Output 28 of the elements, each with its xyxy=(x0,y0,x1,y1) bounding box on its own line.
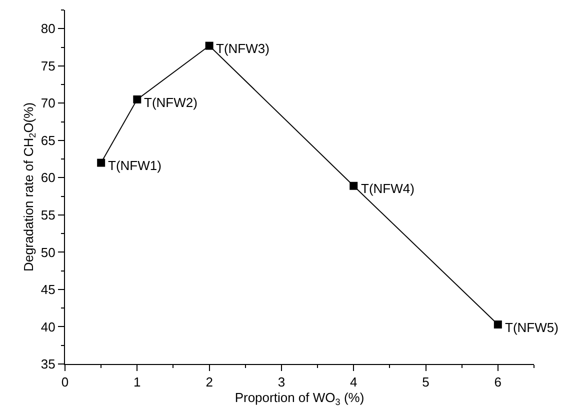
x-tick-label: 4 xyxy=(350,374,358,390)
y-tick-label: 60 xyxy=(40,170,56,186)
y-tick-label: 65 xyxy=(40,132,56,148)
x-tick-label: 0 xyxy=(61,374,69,390)
y-tick-label: 45 xyxy=(40,282,56,298)
annotation: T(NFW4) xyxy=(361,181,414,196)
point xyxy=(205,42,214,50)
y-tick-label: 40 xyxy=(40,319,56,334)
y-tick-label: 80 xyxy=(40,21,56,36)
point xyxy=(133,95,142,104)
y-tick-label: 75 xyxy=(40,58,56,74)
annotation: T(NFW3) xyxy=(216,41,270,56)
y-tick-label: 35 xyxy=(40,356,56,372)
point xyxy=(494,320,502,328)
annotation: T(NFW5) xyxy=(505,320,558,335)
x-axis-title: Proportion of WO$_{3}$ (%) xyxy=(234,390,364,407)
x-tick-label: 6 xyxy=(494,374,502,390)
point xyxy=(350,182,358,190)
y-tick-label: 55 xyxy=(40,208,56,222)
x-tick-label: 1 xyxy=(134,374,141,390)
x-tick-label: 5 xyxy=(422,374,430,390)
point xyxy=(97,158,106,167)
annotation: T(NFW1) xyxy=(108,158,162,173)
y-tick-label: 50 xyxy=(40,244,56,260)
annotation: T(NFW2) xyxy=(144,95,198,110)
x-tick-label: 2 xyxy=(206,374,213,390)
y-tick-label: 70 xyxy=(40,96,56,111)
x-tick-label: 3 xyxy=(278,374,286,390)
